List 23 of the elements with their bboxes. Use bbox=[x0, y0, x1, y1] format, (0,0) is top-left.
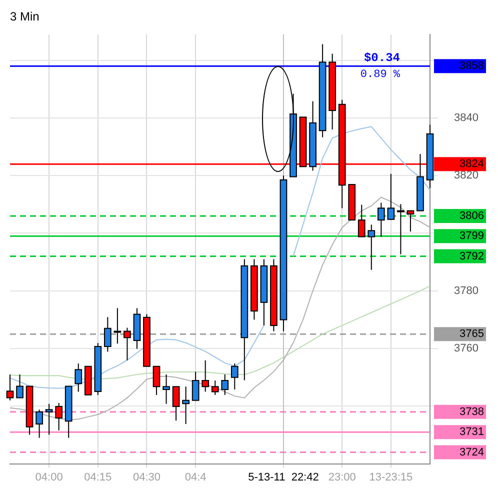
ref-line-label: 3792 bbox=[460, 250, 484, 262]
y-tick-label: 3820 bbox=[454, 170, 478, 182]
x-tick-label: 04:15 bbox=[84, 471, 112, 484]
x-tick-label: 23:00 bbox=[328, 471, 356, 484]
annotation: $0.34 bbox=[364, 51, 400, 66]
ref-line-label: 3799 bbox=[460, 230, 484, 242]
ref-line-label: 3731 bbox=[460, 426, 484, 438]
ref-line-label: 3824 bbox=[460, 158, 484, 170]
ref-line-label: 3724 bbox=[460, 446, 484, 458]
x-tick-label: 04:30 bbox=[132, 471, 161, 484]
y-tick-label: 3760 bbox=[454, 342, 478, 355]
annotation: 0.89 % bbox=[360, 69, 400, 82]
ref-line-label: 3858 bbox=[460, 60, 484, 72]
y-tick-label: 3840 bbox=[454, 112, 478, 124]
ref-line-label: 3765 bbox=[460, 328, 484, 340]
ref-line-label: 3738 bbox=[460, 406, 484, 418]
x-tick-label: 04:00 bbox=[35, 471, 63, 484]
x-tick-label: 5-13-11 22:42 bbox=[248, 471, 319, 484]
x-tick-label: 13-23:15 bbox=[369, 471, 413, 484]
x-tick-label: 04:4 bbox=[184, 471, 206, 484]
ref-line-label: 3806 bbox=[460, 210, 484, 222]
chart-title: 3 Min bbox=[10, 10, 40, 24]
y-tick-label: 3780 bbox=[454, 284, 478, 297]
